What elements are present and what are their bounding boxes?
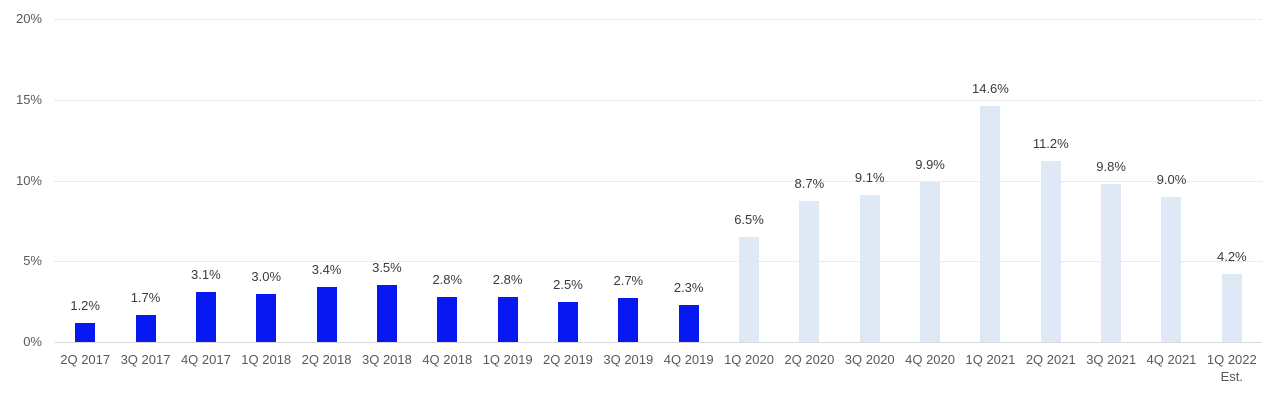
bar (256, 294, 277, 342)
bar-value-label: 2.3% (673, 280, 704, 295)
gridline (55, 261, 1262, 263)
bar (135, 315, 156, 342)
bar (1101, 184, 1122, 342)
gridline (55, 99, 1262, 101)
x-axis-category-label: 4Q 2018 (422, 352, 473, 367)
x-axis-estimate-note: Est. (1220, 369, 1244, 384)
bar-value-label: 9.0% (1156, 172, 1187, 187)
x-axis-category-label: 2Q 2020 (784, 352, 835, 367)
x-axis-category-label: 2Q 2019 (543, 352, 593, 367)
bar-value-label: 8.7% (794, 176, 825, 191)
y-axis-tick-label: 20% (15, 11, 42, 26)
y-axis-tick-label: 0% (23, 334, 42, 349)
bar (376, 285, 397, 342)
bar (75, 323, 96, 342)
x-axis-category-label: 3Q 2020 (844, 352, 895, 367)
bar-value-label: 3.5% (372, 260, 402, 275)
bar-value-label: 3.4% (311, 262, 342, 277)
bar (678, 305, 699, 342)
bar-value-label: 9.9% (915, 157, 945, 172)
x-axis-category-label: 1Q 2022 Est. (1197, 351, 1267, 385)
bar (980, 106, 1001, 342)
bar-value-label: 3.0% (251, 269, 282, 284)
x-axis-category-label: 1Q 2021 (965, 352, 1016, 367)
x-axis-category-label: 2Q 2021 (1025, 352, 1076, 367)
x-axis-category-label: 1Q 2018 (241, 352, 292, 367)
bar-value-label: 2.8% (492, 272, 523, 287)
bar-value-label: 11.2% (1032, 136, 1069, 151)
bar (920, 182, 941, 342)
bar (1161, 197, 1182, 342)
bar-value-label: 1.7% (130, 290, 161, 305)
x-axis-category-label: 4Q 2021 (1146, 352, 1197, 367)
bar-value-label: 14.6% (971, 81, 1009, 96)
bar-value-label: 2.8% (432, 272, 463, 287)
y-axis-tick-label: 5% (23, 253, 42, 269)
bar-value-label: 4.2% (1216, 249, 1247, 264)
y-axis-tick-label: 15% (15, 91, 42, 107)
x-axis-category-label: 4Q 2019 (663, 352, 714, 367)
bar-value-label: 9.1% (854, 170, 885, 185)
bar (497, 297, 518, 342)
bar (1040, 161, 1061, 342)
bar-value-label: 2.5% (553, 277, 583, 292)
y-axis-tick-label: 10% (15, 172, 42, 188)
bar (195, 292, 216, 342)
x-axis-category-label: 2Q 2017 (60, 352, 111, 367)
x-axis-category-label: 3Q 2021 (1086, 352, 1137, 367)
gridline (55, 180, 1262, 182)
bar (557, 302, 578, 342)
x-axis-category-label: 1Q 2019 (482, 352, 533, 367)
bar (618, 298, 639, 342)
bar (437, 297, 458, 342)
x-axis-category-label: 3Q 2019 (603, 352, 654, 367)
x-axis-category-label: 4Q 2020 (905, 352, 955, 367)
bar (739, 237, 760, 342)
bar-value-label: 3.1% (191, 267, 221, 282)
bar-value-label: 6.5% (734, 212, 764, 227)
x-axis-category-label: 2Q 2018 (301, 352, 352, 367)
x-axis-line (55, 342, 1262, 343)
x-axis-category-label: 3Q 2017 (120, 352, 171, 367)
x-axis-category-label: 1Q 2020 (724, 352, 774, 367)
gridline (55, 19, 1262, 20)
x-axis-category-label: 3Q 2018 (361, 352, 412, 367)
bar (1221, 274, 1242, 342)
bar-value-label: 2.7% (613, 273, 644, 288)
x-axis-category-label: 4Q 2017 (180, 352, 231, 367)
bar-value-label: 1.2% (70, 298, 100, 313)
bar (316, 287, 337, 342)
bar (799, 201, 820, 342)
bar (859, 195, 880, 342)
bar-value-label: 9.8% (1096, 159, 1126, 174)
